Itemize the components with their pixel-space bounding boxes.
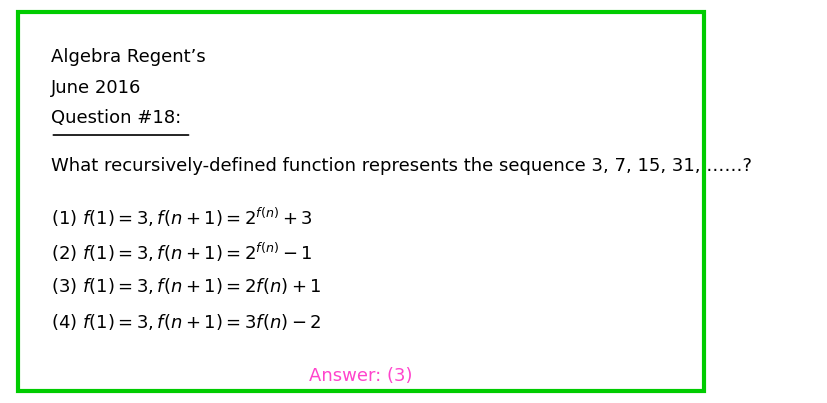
Text: (2) $f(1) = 3, f(n+1) = 2^{f(n)} - 1$: (2) $f(1) = 3, f(n+1) = 2^{f(n)} - 1$ <box>50 241 312 264</box>
Text: (4) $f(1) = 3, f(n+1) = 3f(n) - 2$: (4) $f(1) = 3, f(n+1) = 3f(n) - 2$ <box>50 312 321 332</box>
Text: Algebra Regent’s: Algebra Regent’s <box>50 48 205 66</box>
Text: June 2016: June 2016 <box>50 79 141 97</box>
Text: (1) $f(1) = 3, f(n+1) = 2^{f(n)} + 3$: (1) $f(1) = 3, f(n+1) = 2^{f(n)} + 3$ <box>50 206 313 229</box>
Text: Answer: (3): Answer: (3) <box>309 367 413 385</box>
Text: Question #18:: Question #18: <box>50 109 181 127</box>
Text: What recursively-defined function represents the sequence 3, 7, 15, 31, ……?: What recursively-defined function repres… <box>50 157 752 175</box>
Text: (3) $f(1) = 3, f(n+1) = 2f(n) + 1$: (3) $f(1) = 3, f(n+1) = 2f(n) + 1$ <box>50 276 321 297</box>
FancyBboxPatch shape <box>18 12 704 391</box>
